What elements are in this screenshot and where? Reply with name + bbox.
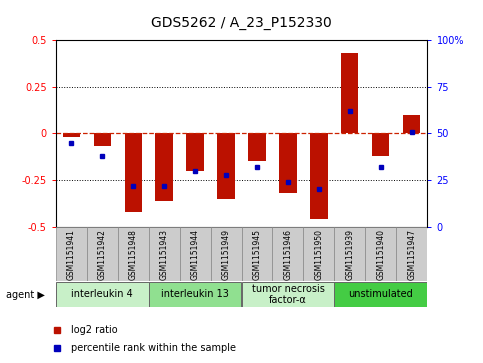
- Text: GSM1151940: GSM1151940: [376, 229, 385, 280]
- Text: GSM1151947: GSM1151947: [408, 229, 416, 280]
- Text: GSM1151941: GSM1151941: [67, 229, 75, 280]
- Text: GSM1151950: GSM1151950: [314, 229, 324, 280]
- Bar: [334, 227, 366, 281]
- Text: GSM1151944: GSM1151944: [190, 229, 199, 280]
- Text: unstimulated: unstimulated: [349, 289, 413, 299]
- Bar: [211, 227, 242, 281]
- Bar: [242, 227, 272, 281]
- Text: tumor necrosis
factor-α: tumor necrosis factor-α: [252, 284, 325, 305]
- Text: agent ▶: agent ▶: [6, 290, 44, 300]
- Bar: [403, 115, 421, 133]
- Text: GSM1151942: GSM1151942: [98, 229, 107, 280]
- Bar: [149, 282, 242, 307]
- Text: GSM1151949: GSM1151949: [222, 229, 230, 280]
- Bar: [248, 133, 266, 162]
- Bar: [149, 227, 180, 281]
- Bar: [56, 227, 86, 281]
- Text: GSM1151948: GSM1151948: [128, 229, 138, 280]
- Text: interleukin 4: interleukin 4: [71, 289, 133, 299]
- Bar: [341, 53, 358, 133]
- Text: log2 ratio: log2 ratio: [71, 325, 117, 335]
- Bar: [56, 282, 149, 307]
- Bar: [156, 133, 172, 201]
- Text: GSM1151939: GSM1151939: [345, 229, 355, 280]
- Bar: [117, 227, 149, 281]
- Bar: [280, 133, 297, 193]
- Bar: [372, 133, 389, 156]
- Bar: [272, 227, 303, 281]
- Bar: [334, 282, 427, 307]
- Bar: [180, 227, 211, 281]
- Bar: [86, 227, 117, 281]
- Text: GSM1151946: GSM1151946: [284, 229, 293, 280]
- Bar: [311, 133, 327, 219]
- Bar: [242, 282, 334, 307]
- Bar: [125, 133, 142, 212]
- Text: GSM1151945: GSM1151945: [253, 229, 261, 280]
- Bar: [303, 227, 334, 281]
- Text: interleukin 13: interleukin 13: [161, 289, 229, 299]
- Bar: [217, 133, 235, 199]
- Text: percentile rank within the sample: percentile rank within the sample: [71, 343, 236, 354]
- Text: GSM1151943: GSM1151943: [159, 229, 169, 280]
- Bar: [397, 227, 427, 281]
- Bar: [366, 227, 397, 281]
- Bar: [94, 133, 111, 147]
- Bar: [62, 133, 80, 137]
- Bar: [186, 133, 203, 171]
- Text: GDS5262 / A_23_P152330: GDS5262 / A_23_P152330: [151, 16, 332, 30]
